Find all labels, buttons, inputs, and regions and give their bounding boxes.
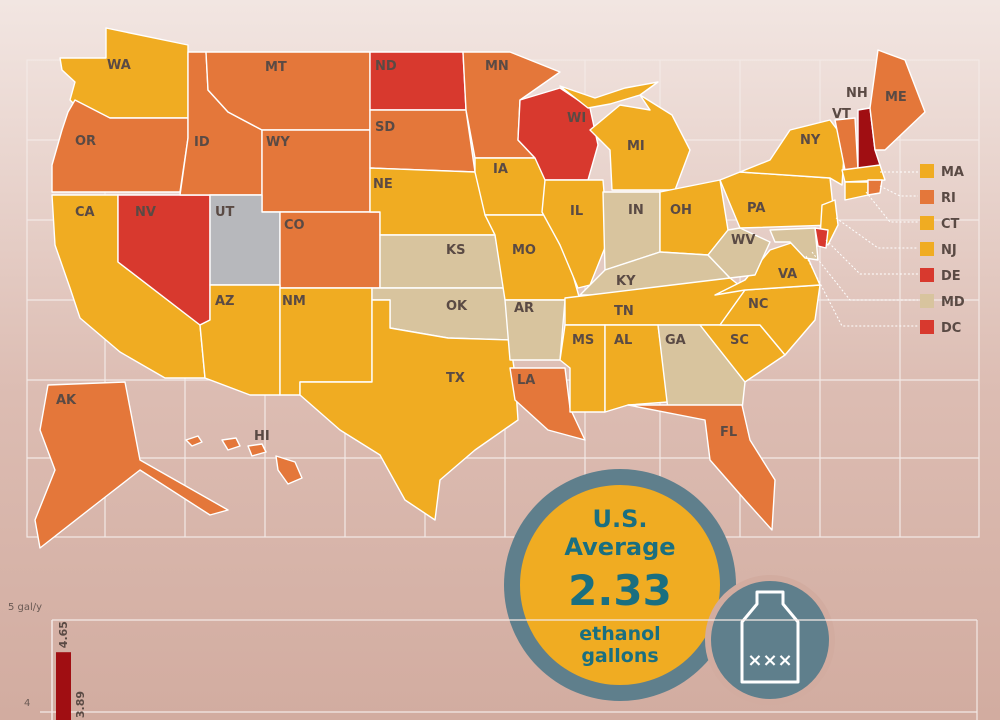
state-OR[interactable] bbox=[51, 99, 189, 193]
label-VA: VA bbox=[778, 267, 797, 282]
badge-value: 2.33 bbox=[568, 566, 672, 615]
label-LA: LA bbox=[517, 373, 535, 388]
state-IL[interactable] bbox=[541, 179, 609, 289]
label-NY: NY bbox=[800, 133, 821, 148]
bottle-marks: ××× bbox=[747, 650, 792, 671]
chart-bar-value-2: 3.89 bbox=[74, 691, 87, 718]
label-NM: NM bbox=[282, 294, 306, 309]
label-KY: KY bbox=[616, 274, 636, 289]
label-MT: MT bbox=[265, 60, 287, 75]
chart-bar-1 bbox=[56, 652, 71, 720]
label-WA: WA bbox=[107, 58, 131, 73]
legend-swatch-ri bbox=[920, 190, 934, 204]
badge-inner bbox=[520, 485, 720, 685]
state-TX[interactable] bbox=[299, 299, 519, 521]
state-AL[interactable] bbox=[604, 324, 669, 413]
label-PA: PA bbox=[747, 201, 765, 216]
state-CT[interactable] bbox=[844, 181, 869, 201]
label-TX: TX bbox=[446, 371, 465, 386]
label-SD: SD bbox=[375, 120, 395, 135]
state-FL[interactable] bbox=[627, 404, 776, 531]
label-ID: ID bbox=[194, 135, 210, 150]
label-ND: ND bbox=[375, 59, 397, 74]
state-PA[interactable] bbox=[719, 171, 836, 229]
bottle-icon bbox=[740, 590, 800, 684]
label-AK: AK bbox=[56, 393, 77, 408]
label-OK: OK bbox=[446, 299, 468, 314]
label-IN: IN bbox=[628, 203, 644, 218]
badge-unit1: ethanol bbox=[579, 623, 660, 645]
label-GA: GA bbox=[665, 333, 686, 348]
label-CO: CO bbox=[284, 218, 305, 233]
legend-label-ct: CT bbox=[941, 217, 960, 232]
legend-swatch-nj bbox=[920, 242, 934, 256]
state-MA[interactable] bbox=[841, 164, 886, 183]
legend-leaders bbox=[805, 171, 918, 327]
label-AR: AR bbox=[514, 301, 534, 316]
state-AK[interactable] bbox=[34, 381, 229, 549]
legend-swatch-ma bbox=[920, 164, 934, 178]
legend-swatch-de bbox=[920, 268, 934, 282]
state-MD[interactable] bbox=[769, 227, 819, 261]
label-TN: TN bbox=[614, 304, 634, 319]
label-IL: IL bbox=[570, 204, 583, 219]
chart-y-unit-label: 5 gal/y bbox=[8, 602, 42, 613]
state-NH[interactable] bbox=[857, 107, 881, 171]
legend-label-nj: NJ bbox=[941, 243, 957, 258]
bottle-circle bbox=[705, 575, 835, 705]
state-AZ[interactable] bbox=[199, 284, 281, 396]
label-MI: MI bbox=[627, 139, 645, 154]
label-MN: MN bbox=[485, 59, 509, 74]
label-NE: NE bbox=[373, 177, 393, 192]
label-UT: UT bbox=[215, 205, 235, 220]
chart-y-tick-4: 4 bbox=[24, 698, 30, 709]
label-NH: NH bbox=[846, 86, 868, 101]
label-NV: NV bbox=[135, 205, 156, 220]
label-OH: OH bbox=[670, 203, 692, 218]
state-WV[interactable] bbox=[707, 227, 771, 279]
us-average-badge: U.S. Average 2.33 ethanol gallons ××× bbox=[504, 469, 835, 705]
state-DE[interactable] bbox=[814, 227, 829, 249]
label-CA: CA bbox=[75, 205, 95, 220]
label-VT: VT bbox=[832, 107, 851, 122]
badge-unit2: gallons bbox=[581, 645, 658, 667]
legend-label-ma: MA bbox=[941, 165, 964, 180]
label-SC: SC bbox=[730, 333, 749, 348]
legend-swatch-dc bbox=[920, 320, 934, 334]
label-WV: WV bbox=[731, 233, 755, 248]
legend-label-ri: RI bbox=[941, 191, 956, 206]
legend-label-de: DE bbox=[941, 269, 961, 284]
label-AL: AL bbox=[614, 333, 632, 348]
state-GA[interactable] bbox=[657, 324, 746, 411]
state-ME[interactable] bbox=[869, 49, 926, 151]
label-NC: NC bbox=[748, 297, 768, 312]
label-AZ: AZ bbox=[215, 294, 235, 309]
state-KS[interactable] bbox=[379, 234, 506, 289]
label-WY: WY bbox=[266, 135, 290, 150]
bottom-bar-chart: 5 gal/y 4 4.65 3.89 bbox=[8, 602, 978, 720]
legend-swatch-ct bbox=[920, 216, 934, 230]
label-MO: MO bbox=[512, 243, 536, 258]
legend-label-md: MD bbox=[941, 295, 965, 310]
legend-label-dc: DC bbox=[941, 321, 961, 336]
legend-swatch-md bbox=[920, 294, 934, 308]
state-MI[interactable] bbox=[589, 94, 691, 191]
chart-bar-value-1: 4.65 bbox=[57, 621, 70, 648]
state-LA[interactable] bbox=[509, 367, 586, 441]
state-HI[interactable] bbox=[185, 435, 303, 485]
label-IA: IA bbox=[493, 162, 508, 177]
state-MI-upper[interactable] bbox=[559, 81, 659, 109]
label-OR: OR bbox=[75, 134, 96, 149]
label-ME: ME bbox=[885, 90, 907, 105]
label-MS: MS bbox=[572, 333, 594, 348]
label-FL: FL bbox=[720, 425, 737, 440]
label-HI: HI bbox=[254, 429, 270, 444]
small-states-legend: MA RI CT NJ DE MD DC bbox=[920, 164, 965, 336]
state-RI[interactable] bbox=[867, 179, 883, 196]
label-WI: WI bbox=[567, 111, 586, 126]
badge-line2: Average bbox=[564, 533, 675, 561]
badge-line1: U.S. bbox=[592, 505, 647, 533]
label-KS: KS bbox=[446, 243, 465, 258]
